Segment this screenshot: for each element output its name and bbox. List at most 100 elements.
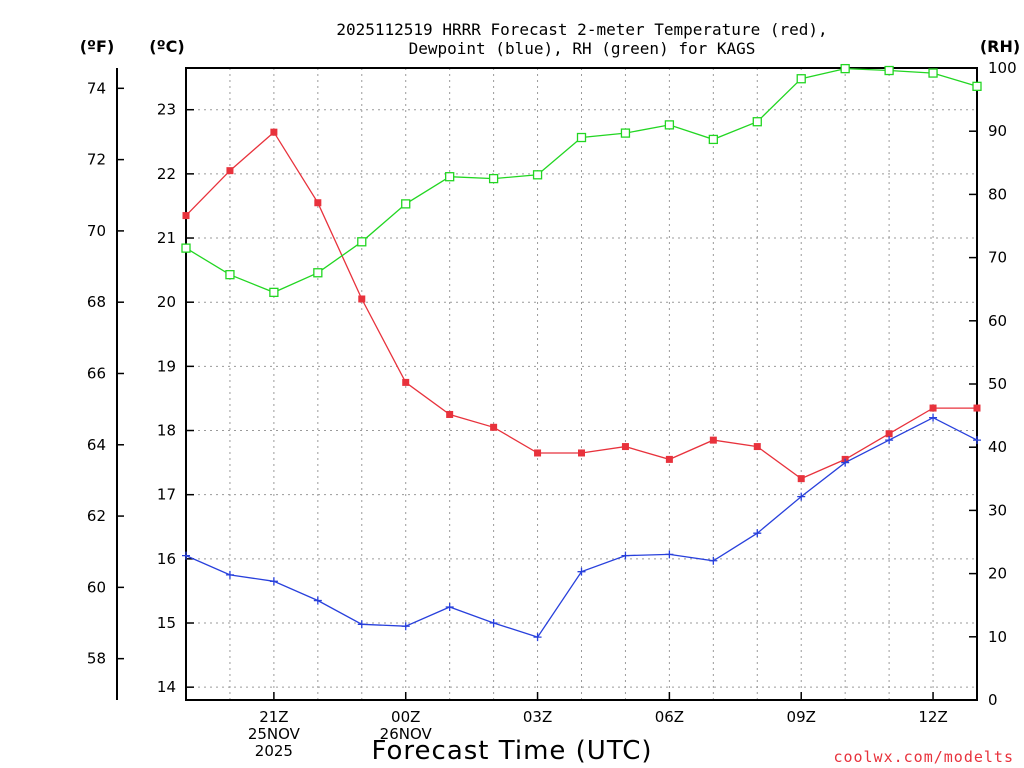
rh-point — [752, 117, 762, 127]
dewpoint-point — [753, 529, 762, 538]
temperature-point — [358, 295, 366, 303]
dewpoint-point — [313, 596, 322, 605]
rh-tick-label: 20 — [988, 565, 1007, 583]
x-tick-label: 06Z — [655, 708, 684, 726]
fahrenheit-tick-label: 66 — [87, 364, 106, 382]
temperature-point — [665, 455, 673, 463]
temperature-point — [578, 449, 585, 457]
celsius-unit-label: (ºC) — [149, 37, 184, 56]
fahrenheit-tick-label: 60 — [87, 578, 106, 596]
dewpoint-point — [973, 436, 981, 445]
temperature-point — [709, 436, 717, 444]
credit-text: coolwx.com/modelts — [833, 748, 1014, 766]
dewpoint-point — [885, 436, 894, 445]
dewpoint-point — [269, 577, 278, 586]
fahrenheit-tick-label: 62 — [87, 507, 106, 525]
x-tick-label: 26NOV — [380, 725, 433, 743]
rh-tick-label: 60 — [988, 312, 1007, 330]
temperature-point — [402, 378, 410, 386]
rh-point — [840, 63, 850, 74]
rh-tick-label: 10 — [988, 628, 1007, 646]
rh-point — [620, 128, 631, 138]
dewpoint-point — [929, 413, 938, 422]
celsius-tick-label: 19 — [157, 357, 176, 375]
rh-tick-label: 30 — [988, 501, 1007, 519]
temperature-point — [797, 475, 805, 483]
dewpoint-point — [533, 633, 542, 642]
celsius-tick-label: 21 — [157, 229, 176, 247]
dewpoint-point — [709, 556, 718, 565]
celsius-tick-label: 16 — [157, 550, 176, 568]
temperature-point — [973, 404, 981, 412]
rh-point — [445, 172, 455, 182]
fahrenheit-unit-label: (ºF) — [80, 37, 115, 56]
celsius-tick-label: 23 — [157, 101, 176, 119]
fahrenheit-tick-label: 72 — [87, 151, 106, 169]
celsius-tick-label: 17 — [157, 486, 176, 504]
temperature-point — [182, 212, 190, 220]
x-tick-label: 25NOV — [248, 725, 301, 743]
x-tick-label: 12Z — [918, 708, 947, 726]
rh-point — [357, 237, 367, 247]
x-tick-label: 09Z — [787, 708, 816, 726]
dewpoint-point — [841, 458, 850, 467]
data-series — [181, 63, 982, 642]
celsius-tick-label: 15 — [157, 614, 176, 632]
temperature-line — [185, 131, 977, 480]
rh-unit-label: (RH) — [980, 37, 1020, 56]
celsius-tick-label: 20 — [157, 293, 176, 311]
temperature-point — [753, 443, 761, 451]
dewpoint-point — [489, 619, 498, 628]
chart-title-line-2: Dewpoint (blue), RH (green) for KAGS — [409, 39, 756, 58]
rh-point — [576, 132, 587, 143]
dewpoint-point — [797, 492, 806, 501]
rh-point — [269, 287, 279, 298]
rh-point — [488, 173, 499, 184]
temperature-point — [314, 199, 322, 207]
temperature-point — [534, 449, 542, 457]
fahrenheit-tick-label: 70 — [87, 222, 106, 240]
fahrenheit-tick-label: 58 — [87, 650, 106, 668]
chart-title-line-1: 2025112519 HRRR Forecast 2-meter Tempera… — [336, 20, 827, 39]
rh-point — [884, 65, 894, 76]
rh-tick-label: 70 — [988, 249, 1007, 267]
fahrenheit-tick-label: 68 — [87, 293, 106, 311]
x-tick-label: 00Z — [391, 708, 420, 726]
rh-tick-label: 40 — [988, 438, 1007, 456]
temperature-point — [490, 423, 498, 431]
temperature-point — [885, 430, 893, 438]
temperature-point — [621, 443, 629, 451]
fahrenheit-tick-label: 64 — [87, 436, 106, 454]
temperature-point — [226, 167, 234, 175]
rh-point — [708, 134, 718, 145]
dewpoint-point — [665, 550, 674, 559]
rh-tick-label: 0 — [988, 691, 998, 709]
x-axis-title: Forecast Time (UTC) — [371, 736, 652, 766]
rh-tick-label: 100 — [988, 59, 1017, 77]
fahrenheit-tick-label: 74 — [87, 79, 106, 97]
dewpoint-point — [357, 620, 366, 629]
celsius-tick-label: 18 — [157, 422, 176, 440]
rh-tick-label: 90 — [988, 122, 1007, 140]
rh-point — [313, 268, 323, 278]
rh-point — [401, 199, 411, 209]
rh-point — [972, 81, 982, 91]
temperature-point — [929, 404, 937, 412]
dewpoint-point — [225, 570, 234, 579]
dewpoint-point — [445, 602, 454, 611]
dewpoint-point — [182, 551, 190, 560]
x-tick-label: 21Z — [259, 708, 288, 726]
rh-point — [664, 120, 675, 130]
rh-point — [928, 68, 938, 78]
rh-point — [532, 170, 543, 180]
plot-frame — [185, 67, 978, 701]
x-tick-label: 2025 — [255, 742, 293, 760]
axes: 58 60 62 64 66 68 70 72 74 14 15 16 17 18 19 20 21 22 23 0 1… — [87, 59, 1017, 760]
dewpoint-point — [621, 551, 630, 560]
celsius-tick-label: 22 — [157, 165, 176, 183]
x-tick-label: 03Z — [523, 708, 552, 726]
dewpoint-point — [577, 567, 586, 576]
rh-point — [796, 74, 806, 84]
celsius-tick-label: 14 — [157, 678, 176, 696]
